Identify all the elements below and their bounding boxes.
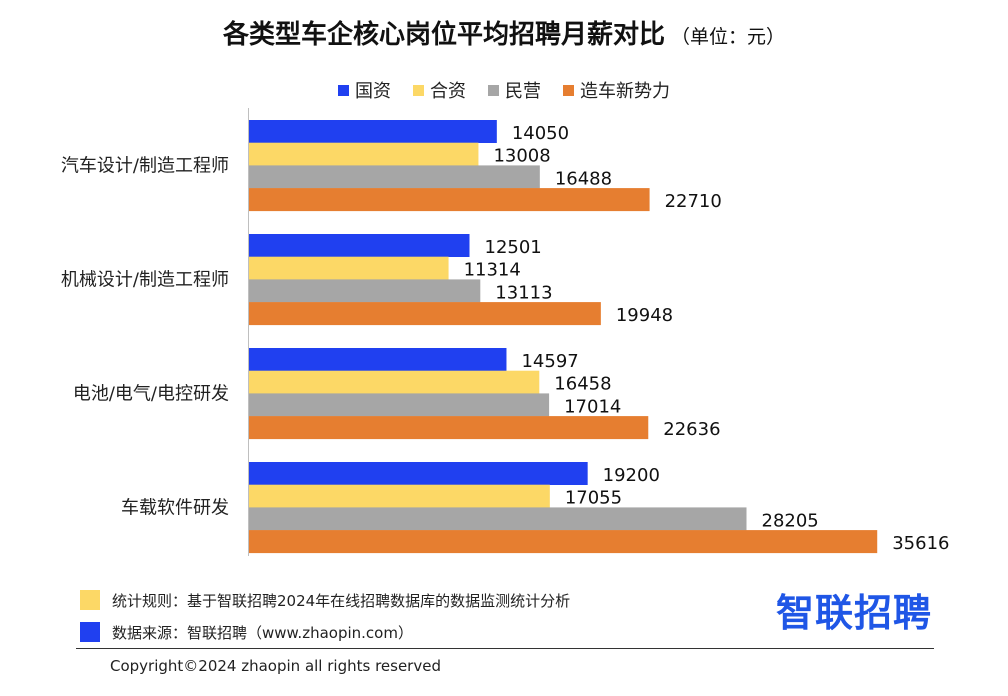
category-label: 电池/电气/电控研发 — [73, 383, 229, 404]
bar — [249, 120, 497, 143]
note-rule-swatch — [80, 590, 100, 610]
footer-divider — [76, 648, 934, 649]
legend-swatch-minying — [488, 84, 499, 96]
legend-label-minying: 民营 — [505, 81, 541, 102]
note-rule-text: 统计规则：基于智联招聘2024年在线招聘数据库的数据监测统计分析 — [112, 591, 571, 610]
data-label: 17055 — [565, 488, 622, 509]
bar — [249, 393, 550, 417]
data-label: 13113 — [495, 282, 552, 303]
copyright: Copyright©2024 zhaopin all rights reserv… — [110, 657, 441, 675]
bar — [249, 370, 540, 394]
category-label: 车载软件研发 — [121, 497, 229, 518]
data-label: 16488 — [555, 168, 612, 189]
legend-swatch-xinshili — [563, 84, 574, 96]
bar — [249, 142, 479, 166]
category-label: 汽车设计/制造工程师 — [61, 155, 229, 176]
bar — [249, 416, 649, 440]
bar — [249, 507, 747, 531]
data-label: 11314 — [464, 260, 521, 281]
legend-label-guozi: 国资 — [355, 81, 391, 102]
bar — [249, 256, 449, 280]
data-label: 28205 — [762, 510, 819, 531]
category-label: 机械设计/制造工程师 — [61, 269, 229, 290]
data-label: 19948 — [616, 305, 673, 326]
legend-item-minying: 民营 — [488, 77, 541, 103]
bar — [249, 484, 550, 508]
chart-legend: 国资 合资 民营 造车新势力 — [0, 77, 1008, 103]
bar — [249, 188, 650, 212]
chart-title: 各类型车企核心岗位平均招聘月薪对比 — [222, 20, 665, 50]
bar — [249, 234, 470, 257]
data-label: 19200 — [603, 465, 660, 486]
note-source-swatch — [80, 622, 100, 642]
legend-swatch-guozi — [338, 84, 349, 96]
bar — [249, 165, 540, 189]
data-label: 14050 — [512, 123, 569, 144]
bar — [249, 348, 507, 371]
notes: 统计规则：基于智联招聘2024年在线招聘数据库的数据监测统计分析 数据来源：智联… — [80, 584, 570, 648]
bar — [249, 302, 601, 326]
legend-item-guozi: 国资 — [338, 77, 391, 103]
legend-label-hezi: 合资 — [430, 81, 466, 102]
note-rule: 统计规则：基于智联招聘2024年在线招聘数据库的数据监测统计分析 — [80, 584, 570, 616]
bar — [249, 530, 878, 554]
chart-unit: （单位：元） — [671, 26, 786, 48]
data-label: 17014 — [564, 396, 621, 417]
legend-label-xinshili: 造车新势力 — [580, 81, 670, 102]
bar — [249, 462, 588, 485]
data-label: 16458 — [554, 374, 611, 395]
data-label: 35616 — [892, 533, 949, 554]
data-label: 22710 — [665, 191, 722, 212]
brand-logo: 智联招聘 — [776, 591, 933, 635]
data-label: 14597 — [521, 351, 578, 372]
note-source-text: 数据来源：智联招聘（www.zhaopin.com） — [112, 623, 413, 642]
chart-title-block: 各类型车企核心岗位平均招聘月薪对比 （单位：元） — [0, 14, 1008, 51]
note-source: 数据来源：智联招聘（www.zhaopin.com） — [80, 616, 570, 648]
data-label: 13008 — [493, 146, 550, 167]
data-label: 22636 — [663, 419, 720, 440]
data-label: 12501 — [485, 237, 542, 258]
legend-item-xinshili: 造车新势力 — [563, 77, 670, 103]
bar — [249, 279, 481, 303]
legend-item-hezi: 合资 — [413, 77, 466, 103]
legend-swatch-hezi — [413, 84, 424, 96]
